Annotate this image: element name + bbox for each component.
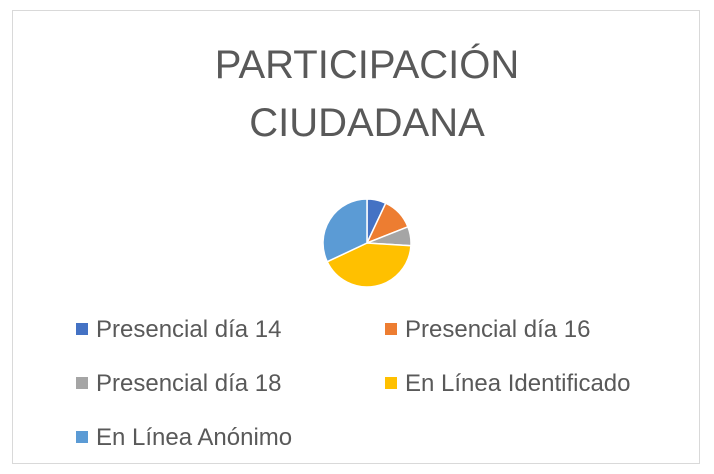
- legend-label: En Línea Identificado: [405, 370, 631, 397]
- legend-item: En Línea Identificado: [385, 370, 631, 398]
- legend-label: Presencial día 18: [96, 370, 282, 397]
- legend-item: Presencial día 14: [76, 316, 281, 344]
- legend-swatch: [76, 431, 88, 443]
- legend-item: En Línea Anónimo: [76, 424, 292, 452]
- pie-slice: [322, 198, 368, 263]
- legend-swatch: [76, 377, 88, 389]
- pie-slice: [326, 242, 412, 288]
- legend-label: Presencial día 16: [405, 316, 591, 343]
- legend-item: Presencial día 18: [76, 370, 281, 398]
- legend-item: Presencial día 16: [385, 316, 590, 344]
- legend-swatch: [76, 323, 88, 335]
- legend-swatch: [385, 377, 397, 389]
- legend-label: En Línea Anónimo: [96, 424, 293, 451]
- chart-title: PARTICIPACIÓN CIUDADANA: [214, 43, 520, 145]
- chart-frame: [12, 10, 700, 464]
- legend-label: Presencial día 14: [96, 316, 282, 343]
- legend-swatch: [385, 323, 397, 335]
